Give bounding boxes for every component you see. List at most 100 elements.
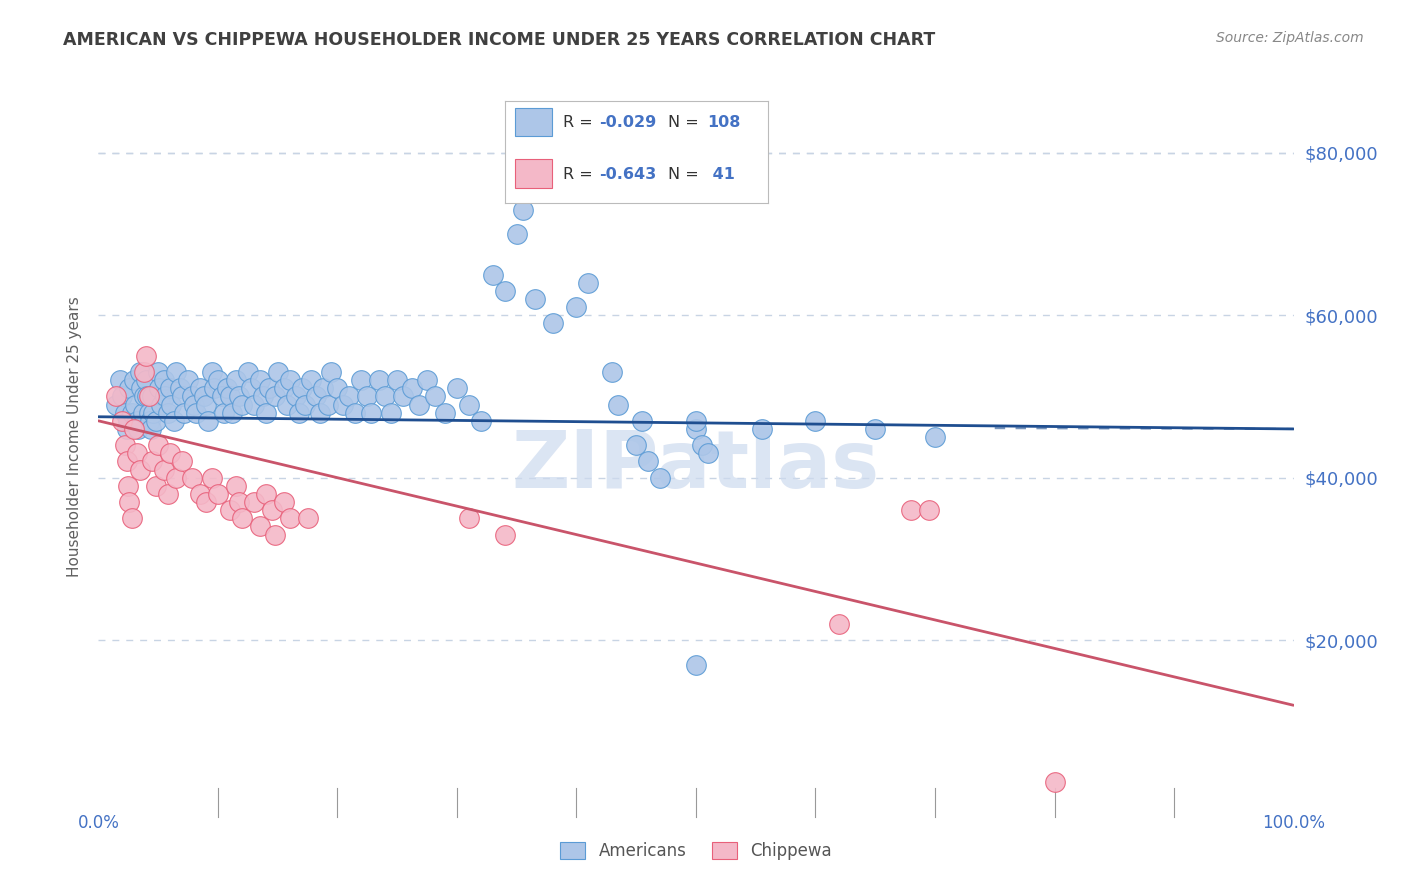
Point [195,398,218,412]
Point [541,316,564,330]
Point [148,381,170,395]
Point [249,519,271,533]
Point [254,406,277,420]
Point [141,454,163,468]
Point [148,365,170,379]
Point [132,365,155,379]
Text: Source: ZipAtlas.com: Source: ZipAtlas.com [1216,31,1364,45]
Point [425,389,447,403]
Point [416,373,439,387]
Point [231,398,253,412]
Y-axis label: Householder Income Under 25 years: Householder Income Under 25 years [66,297,82,577]
Point [163,414,186,428]
Point [291,381,314,395]
Point [153,373,176,387]
Point [105,389,128,403]
Point [165,471,187,485]
Point [159,446,181,460]
Point [350,373,373,387]
Point [118,381,141,395]
Point [626,438,648,452]
Point [344,406,367,420]
Point [138,389,160,403]
Point [294,398,316,412]
Point [118,495,141,509]
Point [148,438,170,452]
Point [156,406,179,420]
Point [458,511,481,525]
Point [494,284,516,298]
Point [326,381,349,395]
Point [685,657,707,672]
Point [243,495,266,509]
Point [1043,775,1066,789]
Point [506,227,529,241]
Point [299,373,322,387]
Point [159,381,181,395]
Point [111,414,134,428]
Point [458,398,481,412]
Point [117,414,139,428]
Point [145,479,167,493]
Point [308,406,330,420]
Point [254,487,277,501]
Point [212,406,235,420]
Point [243,398,266,412]
Point [149,398,172,412]
Point [401,381,423,395]
Point [408,398,430,412]
Point [136,389,159,403]
Point [392,389,415,403]
Point [481,268,505,282]
Point [434,406,457,420]
Point [900,503,922,517]
Point [139,422,162,436]
Point [523,292,546,306]
Legend: Americans, Chippewa: Americans, Chippewa [561,842,831,860]
Point [165,365,187,379]
Point [276,398,298,412]
Point [127,422,149,436]
Point [648,471,672,485]
Point [273,495,295,509]
Point [607,398,630,412]
Point [129,365,152,379]
Point [197,414,219,428]
Point [828,617,851,632]
Point [186,406,208,420]
Point [131,381,153,395]
Point [602,365,624,379]
Point [202,381,225,395]
Point [115,422,138,436]
Point [177,373,200,387]
Point [124,422,146,436]
Point [297,511,319,525]
Point [284,389,307,403]
Point [360,406,382,420]
Point [316,398,339,412]
Point [494,527,516,541]
Point [156,487,179,501]
Point [141,389,163,403]
Point [264,389,287,403]
Point [124,398,146,412]
Point [249,373,271,387]
Point [180,389,202,403]
Point [124,373,146,387]
Point [685,422,707,436]
Point [305,389,328,403]
Point [138,406,160,420]
Point [273,381,295,395]
Point [142,406,165,420]
Point [221,406,243,420]
Point [155,389,177,403]
Point [380,406,402,420]
Point [356,389,378,403]
Point [339,389,361,403]
Point [211,389,233,403]
Point [201,365,224,379]
Point [183,398,205,412]
Point [219,389,242,403]
Point [105,398,128,412]
Point [172,389,194,403]
